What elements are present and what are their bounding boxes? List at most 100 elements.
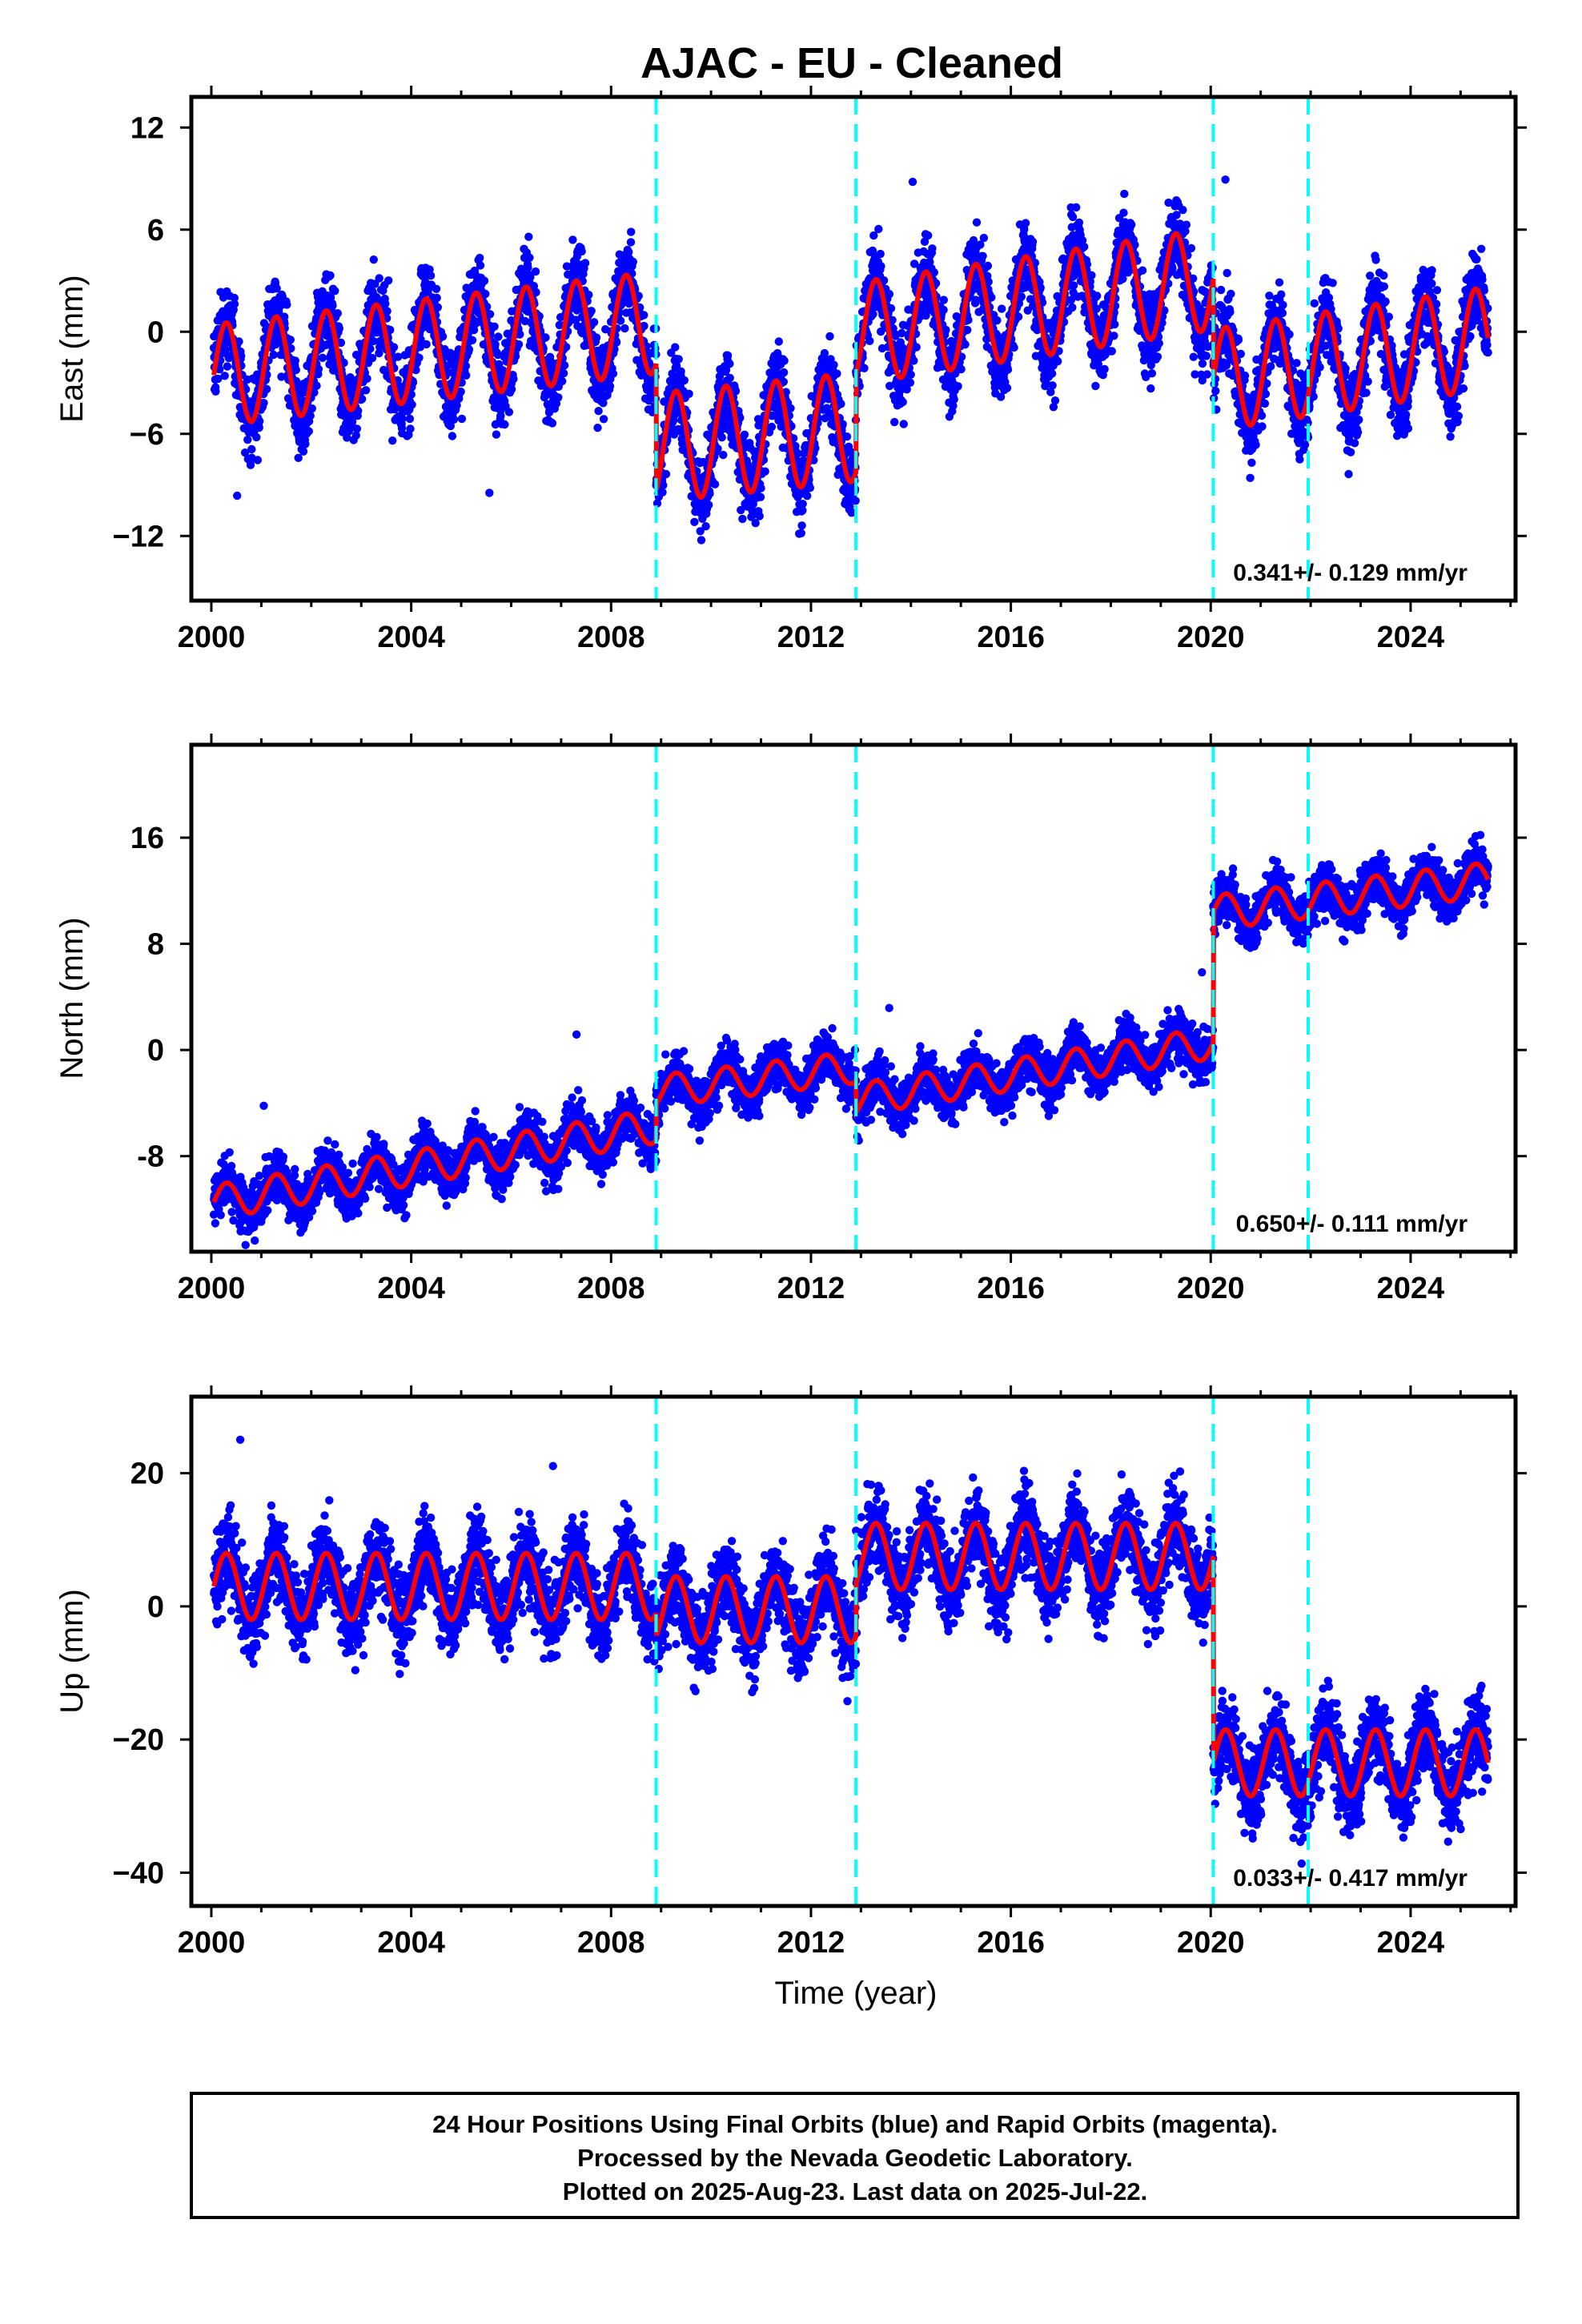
data-point [1202, 352, 1211, 360]
data-point [1074, 218, 1084, 227]
data-point [1017, 292, 1026, 301]
data-point [367, 353, 377, 363]
data-point [1186, 243, 1196, 253]
data-point [978, 251, 987, 260]
data-point [725, 360, 734, 368]
data-point [1093, 292, 1102, 300]
data-point [524, 263, 532, 272]
data-point [779, 368, 789, 377]
data-point [335, 324, 343, 333]
data-point [1068, 212, 1078, 222]
data-point [524, 232, 533, 241]
data-point [616, 316, 625, 325]
data-point [476, 261, 485, 270]
data-point [422, 340, 431, 349]
data-point [449, 415, 459, 424]
data-point [717, 433, 726, 442]
data-point [514, 340, 524, 349]
data-point [492, 430, 501, 439]
data-point [954, 382, 962, 391]
data-point [1107, 347, 1117, 356]
data-point [220, 372, 229, 380]
data-point [446, 421, 455, 431]
data-point [262, 384, 271, 394]
data-point [640, 321, 648, 331]
data-point [1087, 271, 1096, 279]
data-point [780, 356, 789, 365]
data-point [312, 381, 321, 390]
data-point [526, 272, 535, 282]
data-point [286, 336, 295, 344]
data-point [426, 271, 436, 280]
data-point [983, 261, 993, 271]
data-point [876, 249, 885, 259]
data-point [1240, 371, 1250, 380]
data-point [490, 322, 499, 331]
data-point [233, 491, 242, 501]
data-point [375, 274, 383, 283]
data-point [912, 343, 921, 352]
data-point [1048, 381, 1057, 390]
east-panel: 2000 2004 2008 2012 2016 2020 2024−12−60612Eas… [54, 86, 1527, 654]
data-point [1236, 349, 1246, 359]
data-point [680, 376, 689, 385]
data-point [532, 287, 540, 297]
data-point [837, 400, 845, 408]
data-point [851, 497, 860, 505]
data-point [386, 325, 395, 335]
data-point [407, 390, 416, 399]
data-point [493, 350, 502, 360]
data-point [677, 367, 685, 376]
data-point [786, 404, 795, 412]
data-point [255, 416, 264, 426]
data-point [626, 238, 636, 247]
data-point [1146, 384, 1155, 393]
data-point [713, 444, 722, 453]
data-point [253, 456, 263, 464]
data-point [1251, 440, 1260, 449]
data-point [1211, 387, 1220, 396]
data-point [524, 307, 532, 316]
data-point [326, 271, 335, 280]
data-point [306, 411, 315, 420]
data-point [554, 393, 563, 402]
data-point [504, 408, 514, 416]
data-point [1247, 458, 1256, 467]
data-point [737, 505, 745, 515]
data-point [869, 310, 877, 319]
data-point [899, 420, 909, 428]
data-point [243, 435, 252, 444]
data-point [291, 365, 300, 375]
data-point [491, 340, 500, 349]
data-point [798, 500, 807, 509]
data-point [950, 395, 958, 404]
data-point [351, 431, 360, 440]
data-point [301, 440, 310, 448]
data-point [509, 375, 518, 384]
data-point [1178, 206, 1187, 215]
data-point [672, 361, 681, 370]
data-point [605, 382, 615, 391]
data-point [525, 253, 534, 262]
data-point [389, 343, 399, 352]
data-point [661, 469, 671, 479]
data-point [363, 374, 371, 383]
data-point [972, 218, 982, 227]
data-point [825, 332, 834, 341]
data-point [719, 450, 728, 460]
data-point [939, 296, 949, 304]
data-point [1203, 370, 1212, 379]
data-point [628, 257, 637, 267]
data-point [1198, 359, 1207, 368]
data-point [255, 423, 263, 432]
data-point [383, 307, 391, 316]
data-point [541, 333, 550, 342]
data-point [568, 235, 577, 244]
data-point [805, 484, 814, 493]
data-point [1221, 175, 1230, 184]
data-point [715, 372, 725, 381]
data-point [1138, 266, 1147, 275]
data-point [476, 253, 484, 263]
data-point [898, 397, 907, 407]
